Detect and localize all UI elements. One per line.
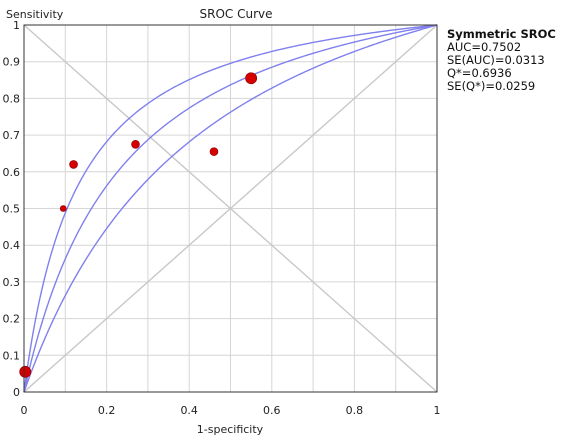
- x-tick-label: 1: [434, 404, 441, 417]
- chart-title: SROC Curve: [200, 7, 273, 21]
- study-point: [69, 160, 78, 169]
- y-tick-label: 0.3: [3, 276, 21, 289]
- y-tick-label: 0.9: [3, 56, 21, 69]
- x-tick-label: 0.4: [180, 404, 198, 417]
- y-axis-label: Sensitivity: [6, 8, 64, 21]
- x-tick-label: 0: [21, 404, 28, 417]
- y-tick-label: 0.7: [3, 129, 21, 142]
- se-q-star-value: SE(Q*)=0.0259: [447, 79, 536, 93]
- reference-lines: [23, 24, 438, 393]
- y-tick-label: 0.5: [3, 203, 21, 216]
- y-tick-label: 0.4: [3, 239, 21, 252]
- study-point: [131, 139, 140, 149]
- sroc-curve: [23, 24, 438, 393]
- x-tick-label: 0.6: [263, 404, 281, 417]
- plot-frame: [23, 24, 438, 393]
- stats-heading: Symmetric SROC: [447, 27, 556, 41]
- x-tick-label: 0.2: [98, 404, 116, 417]
- study-point: [19, 365, 32, 378]
- se-auc-value: SE(AUC)=0.0313: [447, 53, 545, 67]
- sroc-lower-band-curve: [23, 24, 438, 393]
- x-tick-label: 0.8: [346, 404, 364, 417]
- study-point: [59, 205, 67, 212]
- y-tick-label: 1: [13, 19, 20, 32]
- grid-lines: [24, 25, 437, 392]
- y-tick-label: 0.2: [3, 313, 21, 326]
- study-points: [19, 72, 258, 378]
- tick-labels: 0 0.2 0.4 0.6 0.8 1 0 0.1 0.2 0.3 0.4 0.5 0.6 0.7 0.8 0…: [3, 19, 441, 417]
- y-tick-label: 0.8: [3, 92, 21, 105]
- sroc-curves: [23, 24, 438, 393]
- study-point: [209, 147, 219, 156]
- y-tick-label: 0.6: [3, 166, 21, 179]
- anti-diagonal-line: [23, 24, 438, 393]
- y-tick-label: 0.1: [3, 349, 21, 362]
- y-tick-label: 0: [13, 386, 20, 399]
- sroc-upper-band-curve: [23, 24, 438, 393]
- q-star-value: Q*=0.6936: [447, 66, 512, 80]
- study-point: [245, 72, 258, 85]
- auc-value: AUC=0.7502: [447, 40, 522, 54]
- x-axis-label: 1-specificity: [197, 423, 264, 436]
- sroc-stats-box: Symmetric SROC AUC=0.7502 SE(AUC)=0.0313…: [447, 28, 556, 93]
